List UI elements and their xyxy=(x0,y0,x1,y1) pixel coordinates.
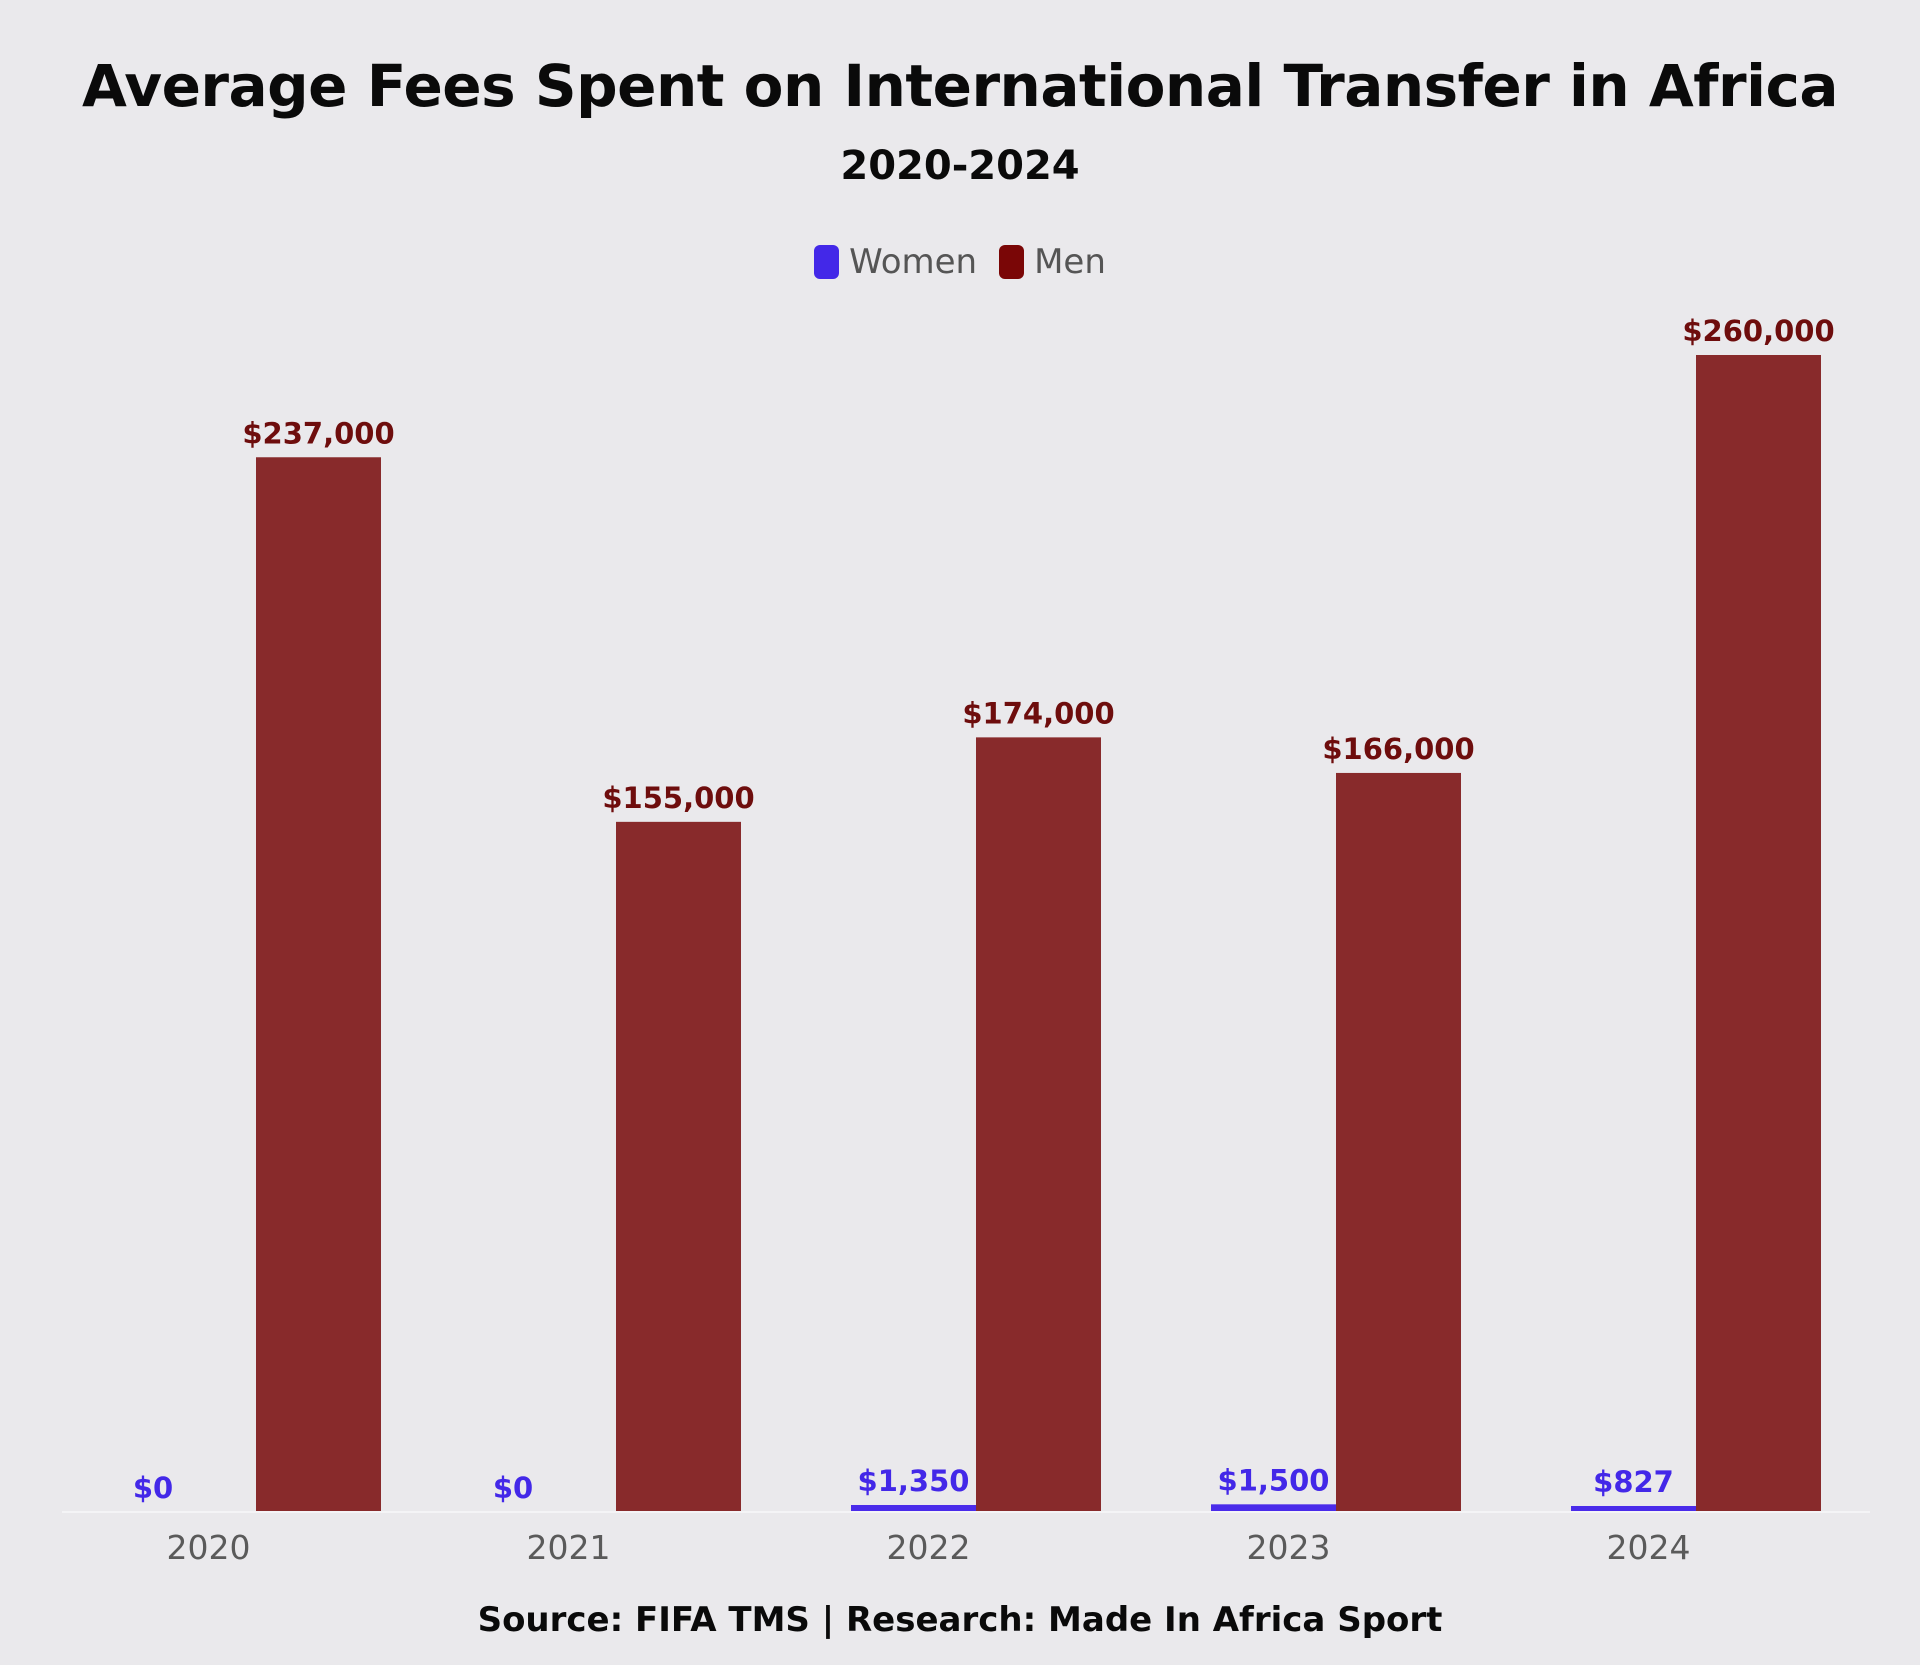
data-label-women-2023: $1,500 xyxy=(1218,1463,1330,1497)
x-tick-label-2020: 2020 xyxy=(167,1528,251,1567)
legend-label-women: Women xyxy=(849,242,978,282)
bar-women-2022 xyxy=(851,1504,976,1511)
chart-subtitle: 2020-2024 xyxy=(840,143,1080,189)
bar-men-2020 xyxy=(256,457,381,1512)
bar-men-2021 xyxy=(616,821,741,1511)
bar-men-2022 xyxy=(976,737,1101,1511)
x-tick-label-2024: 2024 xyxy=(1607,1528,1691,1567)
bar-women-2024 xyxy=(1571,1506,1696,1511)
legend-item-men: Men xyxy=(999,242,1106,282)
data-label-men-2022: $174,000 xyxy=(962,696,1114,730)
x-tick-label-2021: 2021 xyxy=(527,1528,611,1567)
data-label-men-2024: $260,000 xyxy=(1682,314,1834,348)
legend-swatch-women xyxy=(814,245,840,279)
bar-men-2024 xyxy=(1696,355,1821,1511)
data-label-men-2020: $237,000 xyxy=(242,416,394,450)
chart-title: Average Fees Spent on International Tran… xyxy=(81,52,1839,120)
data-label-men-2023: $166,000 xyxy=(1322,732,1474,766)
data-label-women-2021: $0 xyxy=(493,1471,533,1505)
legend-item-women: Women xyxy=(814,242,977,282)
source-note: Source: FIFA TMS | Research: Made In Afr… xyxy=(477,1600,1443,1640)
bar-women-2023 xyxy=(1211,1504,1336,1511)
data-label-women-2022: $1,350 xyxy=(858,1464,970,1498)
data-label-women-2024: $827 xyxy=(1593,1465,1674,1499)
legend-swatch-men xyxy=(999,245,1025,279)
legend-label-men: Men xyxy=(1034,242,1106,282)
data-label-men-2021: $155,000 xyxy=(602,781,754,815)
x-tick-label-2022: 2022 xyxy=(887,1528,971,1567)
bar-men-2023 xyxy=(1336,772,1461,1511)
data-label-women-2020: $0 xyxy=(133,1471,173,1505)
chart-legend: Women Men xyxy=(0,242,1920,282)
x-tick-label-2023: 2023 xyxy=(1247,1528,1331,1567)
